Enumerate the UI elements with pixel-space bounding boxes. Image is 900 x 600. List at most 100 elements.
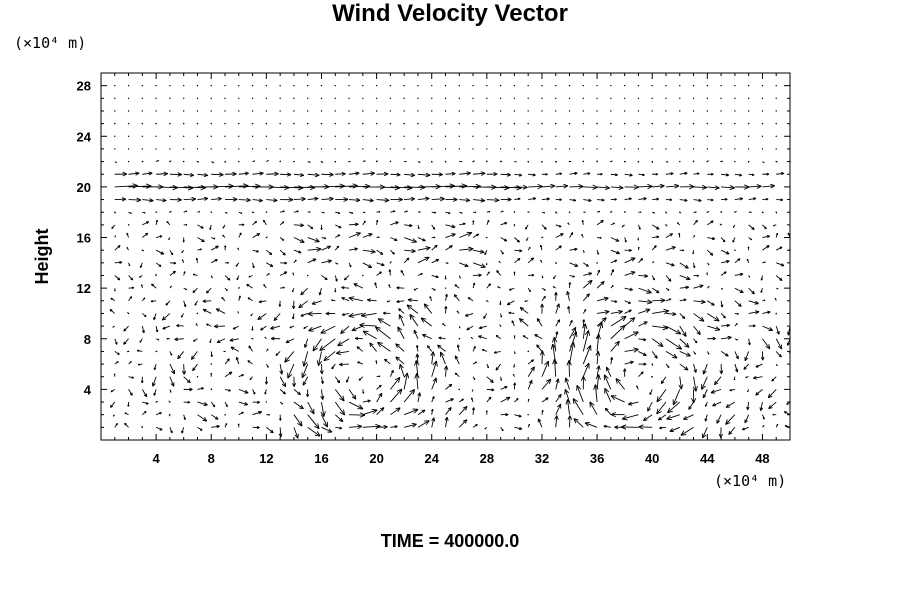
wind-vector-head bbox=[160, 427, 163, 431]
wind-vector-head bbox=[601, 198, 605, 201]
wind-vector bbox=[582, 293, 590, 302]
wind-vector-head bbox=[530, 257, 534, 260]
wind-vector-head bbox=[556, 415, 559, 420]
wind-vector-dot bbox=[348, 97, 350, 100]
wind-vector-head bbox=[495, 368, 499, 371]
wind-vector-head bbox=[573, 198, 577, 201]
wind-vector bbox=[693, 284, 704, 289]
wind-vector-head bbox=[382, 407, 385, 412]
wind-vector-head bbox=[508, 312, 511, 315]
wind-vector-head bbox=[343, 197, 349, 200]
y-tick-label: 12 bbox=[77, 281, 91, 296]
wind-vector bbox=[541, 198, 550, 200]
wind-vector bbox=[712, 401, 722, 407]
wind-vector bbox=[762, 235, 770, 238]
wind-vector bbox=[390, 173, 401, 176]
wind-vector-head bbox=[668, 365, 670, 368]
wind-vector-dot bbox=[623, 160, 626, 163]
wind-vector-head bbox=[371, 408, 378, 411]
wind-vector-head bbox=[768, 407, 773, 410]
wind-vector-dot bbox=[320, 84, 323, 87]
wind-vector-head bbox=[656, 197, 659, 200]
wind-vector-head bbox=[433, 236, 436, 238]
wind-vector bbox=[495, 363, 501, 371]
wind-vector-head bbox=[542, 350, 545, 356]
wind-vector bbox=[349, 425, 363, 428]
wind-vector bbox=[353, 283, 364, 289]
wind-vector-dot bbox=[307, 135, 309, 137]
wind-vector-head bbox=[573, 418, 577, 424]
wind-vector-dot bbox=[761, 97, 764, 100]
wind-vector-head bbox=[680, 430, 685, 436]
wind-vector-dot bbox=[182, 110, 185, 112]
wind-vector bbox=[536, 318, 543, 327]
wind-vector-head bbox=[320, 396, 324, 400]
wind-vector bbox=[604, 407, 612, 415]
wind-vector-head bbox=[513, 382, 516, 386]
wind-vector-head bbox=[314, 197, 319, 201]
wind-vector-head bbox=[338, 211, 341, 214]
wind-vector-dot bbox=[513, 97, 516, 100]
wind-vector-head bbox=[394, 238, 398, 241]
wind-vector-head bbox=[383, 426, 388, 430]
wind-vector-head bbox=[430, 351, 434, 356]
wind-vector-head bbox=[467, 297, 470, 300]
wind-vector-head bbox=[461, 183, 467, 187]
wind-vector bbox=[454, 355, 460, 365]
wind-vector-head bbox=[110, 297, 113, 300]
wind-vector bbox=[321, 376, 324, 384]
wind-vector bbox=[351, 325, 363, 332]
wind-vector-dot bbox=[417, 97, 419, 100]
wind-vector bbox=[679, 350, 691, 357]
wind-vector-head bbox=[396, 301, 400, 304]
wind-vector-head bbox=[588, 198, 592, 202]
wind-vector-dot bbox=[472, 148, 474, 150]
wind-vector bbox=[224, 275, 231, 281]
wind-vector-head bbox=[721, 370, 724, 375]
wind-vector-dot bbox=[417, 110, 419, 112]
wind-vector-head bbox=[767, 393, 771, 398]
wind-vector-head bbox=[149, 200, 154, 203]
wind-vector-head bbox=[324, 186, 330, 190]
wind-vector bbox=[693, 186, 707, 188]
wind-vector bbox=[293, 237, 305, 243]
wind-vector-head bbox=[270, 325, 274, 329]
wind-vector-head bbox=[287, 374, 293, 379]
wind-vector-head bbox=[619, 324, 626, 328]
wind-vector-head bbox=[419, 187, 426, 191]
wind-vector bbox=[760, 401, 763, 411]
wind-vector bbox=[210, 414, 219, 420]
wind-vector bbox=[397, 326, 405, 339]
wind-vector-head bbox=[620, 426, 627, 430]
wind-vector bbox=[334, 389, 345, 402]
wind-vector-head bbox=[395, 407, 401, 410]
wind-vector bbox=[541, 378, 552, 390]
wind-vector-dot bbox=[362, 97, 364, 100]
wind-vector-head bbox=[280, 433, 283, 438]
wind-vector-head bbox=[768, 405, 771, 409]
wind-vector-head bbox=[247, 297, 250, 300]
wind-vector-head bbox=[257, 400, 261, 403]
wind-vector bbox=[459, 248, 474, 251]
wind-vector bbox=[555, 378, 559, 390]
wind-vector bbox=[404, 423, 417, 428]
wind-vector-dot bbox=[251, 211, 254, 213]
wind-vector-head bbox=[376, 219, 378, 222]
wind-vector-head bbox=[519, 318, 524, 321]
wind-vector bbox=[362, 233, 373, 238]
wind-vector-dot bbox=[637, 84, 640, 87]
wind-vector bbox=[348, 172, 360, 175]
wind-vector-dot bbox=[486, 135, 488, 137]
wind-vector-head bbox=[372, 409, 378, 414]
wind-vector-head bbox=[604, 309, 610, 312]
wind-vector-head bbox=[183, 240, 185, 243]
wind-vector-head bbox=[409, 314, 412, 320]
wind-vector-head bbox=[177, 355, 180, 359]
wind-vector bbox=[216, 308, 226, 314]
wind-vector bbox=[555, 415, 558, 428]
wind-vector bbox=[440, 351, 446, 365]
wind-vector-head bbox=[369, 342, 374, 346]
wind-vector-head bbox=[698, 198, 702, 202]
wind-vector bbox=[390, 237, 398, 241]
wind-vector-head bbox=[232, 171, 237, 175]
